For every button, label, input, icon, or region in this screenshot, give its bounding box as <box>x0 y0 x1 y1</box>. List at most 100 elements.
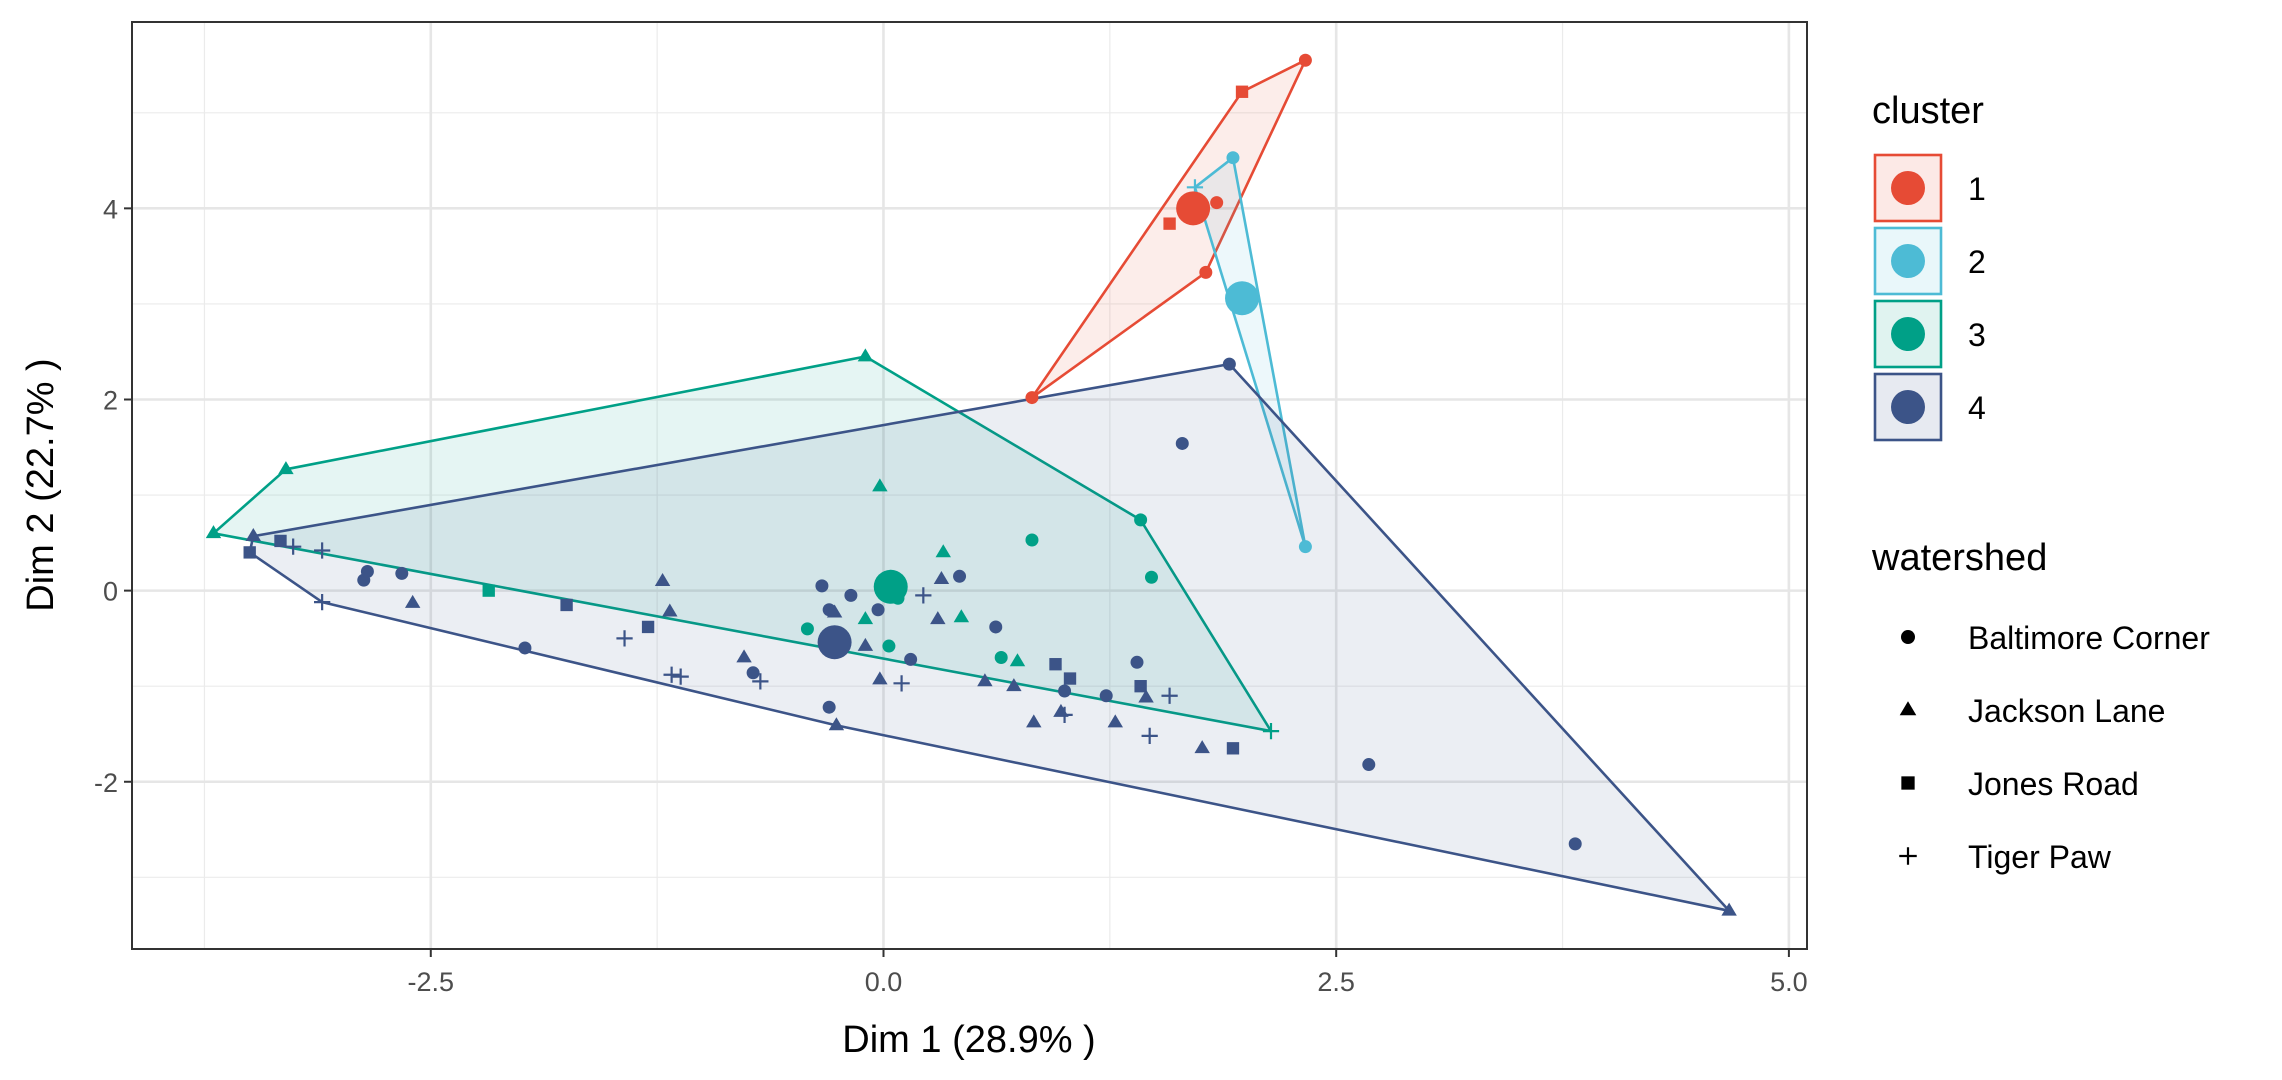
x-axis-title: Dim 1 (28.9% ) <box>842 1019 1095 1061</box>
data-point <box>1056 706 1073 723</box>
data-point <box>893 675 910 692</box>
cluster-legend-label: 3 <box>1968 317 1986 353</box>
data-point <box>482 584 495 597</box>
watershed-legend: watershed Baltimore Corner Jackson Lane Jo… <box>1871 537 2210 875</box>
data-point <box>977 673 993 687</box>
data-point <box>871 603 885 617</box>
data-point <box>285 538 302 555</box>
data-point <box>882 639 896 653</box>
panel-background <box>132 22 1807 949</box>
data-point <box>1144 570 1158 584</box>
data-points <box>205 53 1737 916</box>
data-point <box>1138 689 1154 703</box>
data-point <box>641 620 655 634</box>
data-point <box>560 598 573 612</box>
y-tick-label: 0 <box>103 577 118 607</box>
data-point <box>953 609 970 623</box>
cluster-legend-dot <box>1891 317 1925 351</box>
panel-border <box>131 21 1808 950</box>
data-point <box>1210 196 1224 210</box>
data-point <box>752 673 769 690</box>
y-axis: -2 0 2 4 <box>94 194 132 798</box>
data-point <box>1049 658 1062 671</box>
data-point <box>1175 436 1189 450</box>
data-point <box>904 652 918 666</box>
data-point <box>953 569 967 583</box>
data-point <box>1262 722 1280 740</box>
data-point <box>1006 678 1022 692</box>
data-point <box>935 544 951 558</box>
x-tick-label: 5.0 <box>1770 967 1808 997</box>
data-point <box>815 579 829 593</box>
watershed-legend-label: Baltimore Corner <box>1968 620 2210 656</box>
data-point <box>1226 742 1240 755</box>
centroid-2 <box>1225 281 1260 316</box>
data-point <box>395 566 409 580</box>
data-point <box>314 593 331 611</box>
data-point <box>314 542 331 559</box>
centroid-3 <box>873 569 908 604</box>
data-point <box>672 668 689 685</box>
data-point <box>663 666 680 683</box>
data-point <box>243 546 256 559</box>
data-point <box>1222 357 1236 371</box>
data-point <box>518 641 532 655</box>
cluster-legend-dot <box>1891 390 1925 424</box>
data-point <box>1362 758 1376 772</box>
y-tick-label: 4 <box>103 194 118 224</box>
cluster-legend-label: 2 <box>1968 244 1986 280</box>
data-point <box>1025 533 1039 547</box>
data-point <box>1298 540 1312 554</box>
data-point <box>1058 684 1072 698</box>
centroid-1 <box>1176 191 1211 226</box>
x-tick-label: 0.0 <box>865 967 903 997</box>
data-point <box>857 348 874 362</box>
data-point <box>872 671 888 685</box>
cluster-centroids <box>817 191 1260 660</box>
data-point <box>1134 680 1147 693</box>
watershed-legend-label: Jones Road <box>1968 766 2139 802</box>
watershed-legend-key <box>1901 630 1915 644</box>
data-point <box>872 478 888 492</box>
data-point <box>857 611 874 625</box>
data-point <box>800 622 814 636</box>
cluster-legend-label: 4 <box>1968 390 1986 426</box>
cluster-legend-label: 1 <box>1968 171 1986 207</box>
data-point <box>1235 85 1249 98</box>
x-tick-label: 2.5 <box>1317 967 1355 997</box>
data-point <box>1194 740 1210 754</box>
data-point <box>1130 655 1144 669</box>
data-point <box>826 604 843 618</box>
cluster-hull-3 <box>212 355 1273 733</box>
data-point <box>1099 689 1113 703</box>
grid-lines <box>132 22 1807 949</box>
data-point <box>1107 714 1123 728</box>
watershed-legend-key <box>1899 701 1917 716</box>
data-point <box>1063 672 1077 685</box>
data-point <box>822 700 836 714</box>
cluster-legend: cluster 1 2 3 4 <box>1872 90 1986 442</box>
data-point <box>746 666 760 680</box>
data-point <box>654 572 671 586</box>
cluster-legend-dot <box>1891 171 1925 205</box>
data-point <box>1026 714 1042 728</box>
data-point <box>915 587 932 604</box>
watershed-legend-key <box>1901 776 1915 790</box>
data-point <box>828 717 845 731</box>
cluster-legend-dot <box>1891 244 1925 278</box>
data-point <box>736 649 752 663</box>
cluster-hull-2 <box>1193 156 1307 549</box>
data-point <box>1141 727 1158 745</box>
centroid-4 <box>817 625 852 660</box>
x-tick-label: -2.5 <box>408 967 455 997</box>
data-point <box>404 594 421 608</box>
data-point <box>616 630 633 647</box>
data-point <box>1163 217 1176 230</box>
data-point <box>1161 687 1178 704</box>
cluster-legend-key <box>1873 153 1943 223</box>
watershed-legend-title: watershed <box>1871 537 2047 579</box>
plot-area <box>131 21 1808 950</box>
data-point <box>857 637 874 651</box>
data-point <box>1721 902 1737 916</box>
data-point <box>278 461 294 475</box>
